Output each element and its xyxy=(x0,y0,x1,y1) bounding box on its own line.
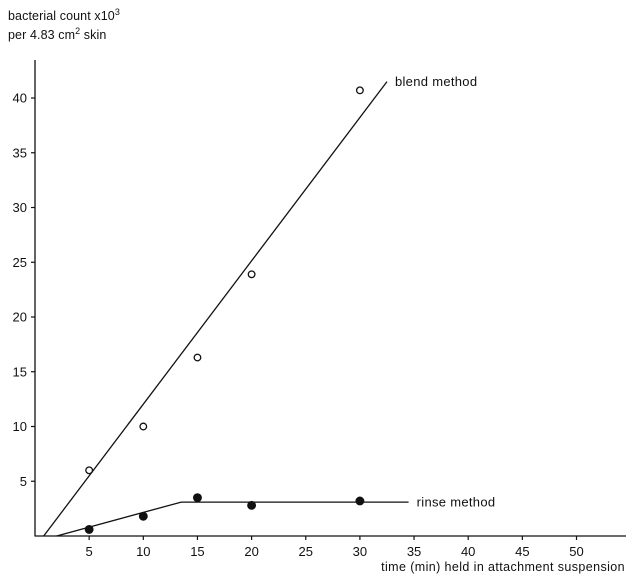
rinse-method-point xyxy=(84,524,94,534)
blend-method-point xyxy=(85,466,94,475)
rinse-method-point xyxy=(138,511,148,521)
x-tick-label: 15 xyxy=(190,544,204,559)
x-tick-label: 5 xyxy=(86,544,93,559)
y-tick-label: 5 xyxy=(20,474,27,489)
y-tick-label: 20 xyxy=(13,310,27,325)
blend-method-fit-line xyxy=(43,81,388,537)
rinse-method-point xyxy=(355,496,365,506)
y-tick-label: 15 xyxy=(13,364,27,379)
x-tick-label: 50 xyxy=(569,544,583,559)
x-axis-label: time (min) held in attachment suspension xyxy=(381,560,625,574)
blend-method-label: blend method xyxy=(395,74,477,89)
x-tick-label: 45 xyxy=(515,544,529,559)
x-tick-label: 25 xyxy=(299,544,313,559)
y-axis-label-line2: per 4.83 cm2 skin xyxy=(8,26,107,43)
rinse-method-point xyxy=(192,493,202,503)
rinse-method-fit-line xyxy=(56,501,409,537)
y-axis-label-line1: bacterial count x103 xyxy=(8,7,120,24)
y-tick-label: 35 xyxy=(13,145,27,160)
y-tick-label: 40 xyxy=(13,91,27,106)
x-tick-label: 30 xyxy=(353,544,367,559)
x-tick-label: 40 xyxy=(461,544,475,559)
rinse-method-point xyxy=(247,500,257,510)
x-tick-label: 10 xyxy=(136,544,150,559)
blend-method-point xyxy=(193,353,202,362)
y-tick-label: 10 xyxy=(13,419,27,434)
axes: 5 10 15 20 25 30 35 40 45 50 5 10 15 20 25 30 35 40 xyxy=(13,60,626,559)
rinse-method-label: rinse method xyxy=(417,495,496,510)
blend-method-point xyxy=(247,270,256,279)
x-tick-label: 35 xyxy=(407,544,421,559)
y-tick-label: 25 xyxy=(13,255,27,270)
blend-method-point xyxy=(355,86,364,95)
y-tick-label: 30 xyxy=(13,200,27,215)
series-layer: blend method rinse method xyxy=(43,74,496,537)
x-tick-label: 20 xyxy=(244,544,258,559)
blend-method-point xyxy=(139,422,148,431)
